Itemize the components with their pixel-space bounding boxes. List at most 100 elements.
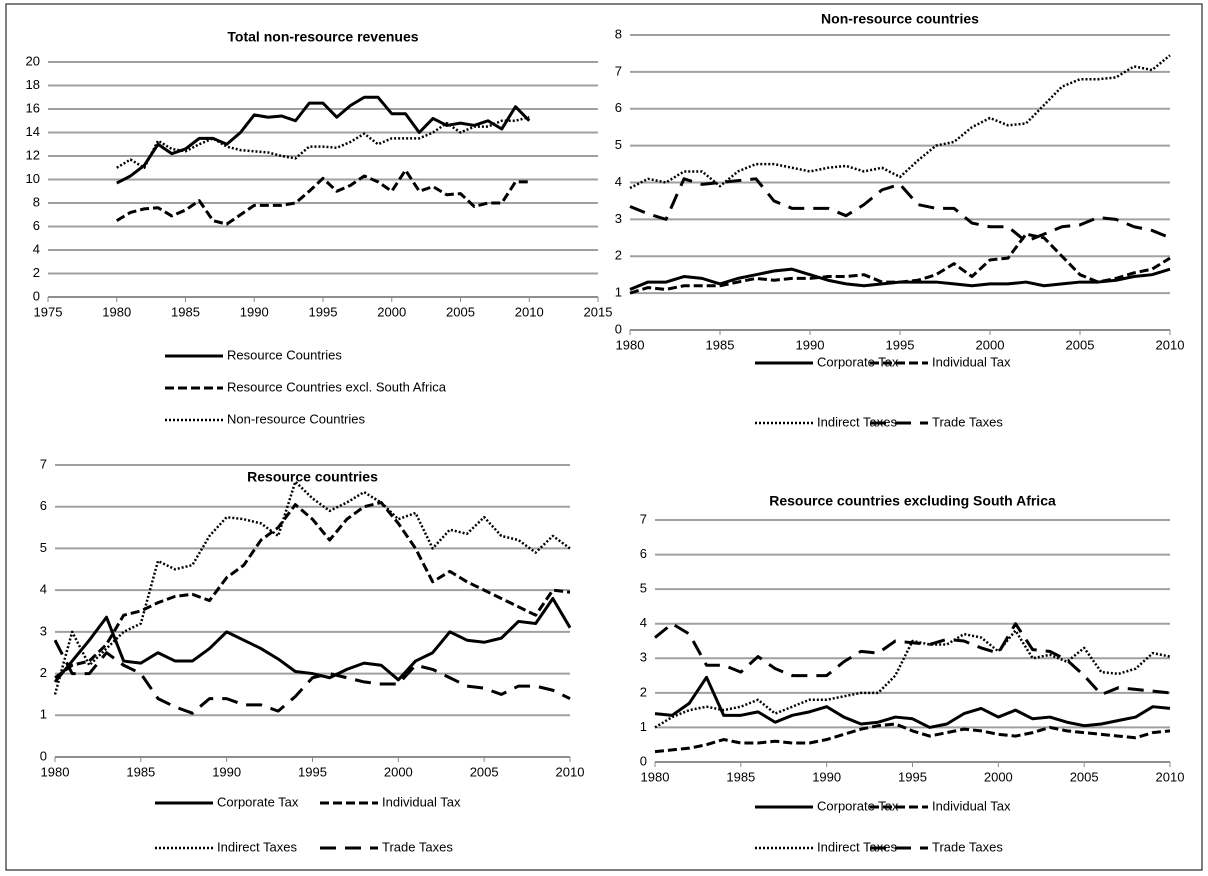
chart-title: Non-resource countries [821,11,979,27]
series-line [54,501,571,679]
y-tick-label: 20 [26,53,40,68]
y-tick-label: 3 [615,211,622,226]
y-tick-label: 6 [615,100,622,115]
x-tick-label: 2000 [384,764,413,779]
legend-label: Individual Tax [932,798,1011,813]
y-tick-label: 6 [640,546,647,561]
series-line [629,232,1171,295]
y-tick-label: 2 [640,684,647,699]
x-tick-label: 1985 [126,764,155,779]
series-line [115,168,530,226]
y-tick-label: 4 [33,241,40,256]
legend-label: Indirect Taxes [817,414,897,429]
y-tick-label: 7 [615,63,622,78]
legend-label: Resource Countries [227,347,342,362]
x-tick-label: 2005 [470,764,499,779]
x-tick-label: 2010 [556,764,585,779]
x-tick-label: 1995 [886,337,915,352]
series-line [654,675,1171,729]
series-line [629,54,1171,190]
y-tick-label: 0 [640,753,647,768]
y-tick-label: 2 [33,265,40,280]
y-tick-label: 5 [640,581,647,596]
legend-label: Corporate Tax [817,354,899,369]
y-tick-label: 0 [33,288,40,303]
x-tick-label: 1980 [41,764,70,779]
y-tick-label: 0 [40,748,47,763]
x-tick-label: 2000 [377,304,406,319]
x-tick-label: 2015 [584,304,613,319]
x-tick-label: 2010 [1156,769,1185,784]
y-tick-label: 18 [26,77,40,92]
legend-label: Trade Taxes [382,839,453,854]
x-tick-label: 1980 [616,337,645,352]
chart-title: Resource countries [247,469,378,485]
x-tick-label: 1985 [726,769,755,784]
x-tick-label: 2010 [515,304,544,319]
series-line [654,622,1171,697]
legend-label: Individual Tax [382,794,461,809]
y-tick-label: 6 [40,498,47,513]
y-tick-label: 1 [640,719,647,734]
y-tick-label: 7 [640,511,647,526]
series-line [654,722,1171,754]
y-tick-label: 5 [615,137,622,152]
series-line [116,116,530,169]
x-tick-label: 2000 [976,337,1005,352]
x-tick-label: 2005 [1066,337,1095,352]
y-tick-label: 1 [40,707,47,722]
legend-label: Resource Countries excl. South Africa [227,379,447,394]
x-tick-label: 1995 [898,769,927,784]
y-tick-label: 3 [640,650,647,665]
y-tick-label: 12 [26,147,40,162]
y-tick-label: 4 [40,582,47,597]
frame [5,3,1203,871]
x-tick-label: 1990 [796,337,825,352]
legend-label: Indirect Taxes [817,839,897,854]
chart-title: Total non-resource revenues [227,29,418,45]
series-line [53,639,571,715]
x-tick-label: 1990 [240,304,269,319]
x-tick-label: 2005 [1070,769,1099,784]
series-line [53,596,572,683]
x-tick-label: 2010 [1156,337,1185,352]
y-tick-label: 8 [615,26,622,41]
x-tick-label: 1980 [102,304,131,319]
y-tick-label: 3 [40,623,47,638]
y-tick-label: 2 [40,665,47,680]
legend-label: Indirect Taxes [217,839,297,854]
x-tick-label: 1975 [34,304,63,319]
x-tick-label: 1985 [171,304,200,319]
legend-label: Trade Taxes [932,414,1003,429]
y-tick-label: 6 [33,218,40,233]
y-tick-label: 1 [615,285,622,300]
y-tick-label: 10 [26,171,40,186]
y-tick-label: 2 [615,248,622,263]
x-tick-label: 1995 [309,304,338,319]
y-tick-label: 4 [615,174,622,189]
x-tick-label: 1980 [641,769,670,784]
series-line [654,629,1171,729]
x-tick-label: 1985 [706,337,735,352]
y-tick-label: 5 [40,540,47,555]
x-tick-label: 2000 [984,769,1013,784]
x-tick-label: 1990 [812,769,841,784]
series-line [116,95,531,185]
legend-label: Corporate Tax [217,794,299,809]
x-tick-label: 1995 [298,764,327,779]
legend-label: Trade Taxes [932,839,1003,854]
x-tick-label: 2005 [446,304,475,319]
chart-title: Resource countries excluding South Afric… [769,493,1056,509]
x-tick-label: 1990 [212,764,241,779]
legend-label: Corporate Tax [817,798,899,813]
y-tick-label: 8 [33,194,40,209]
legend-label: Non-resource Countries [227,411,366,426]
y-tick-label: 0 [615,321,622,336]
y-tick-label: 16 [26,100,40,115]
y-tick-label: 4 [640,615,647,630]
series-line [629,177,1171,243]
y-tick-label: 14 [26,124,40,139]
legend-label: Individual Tax [932,354,1011,369]
series-line [53,480,571,695]
